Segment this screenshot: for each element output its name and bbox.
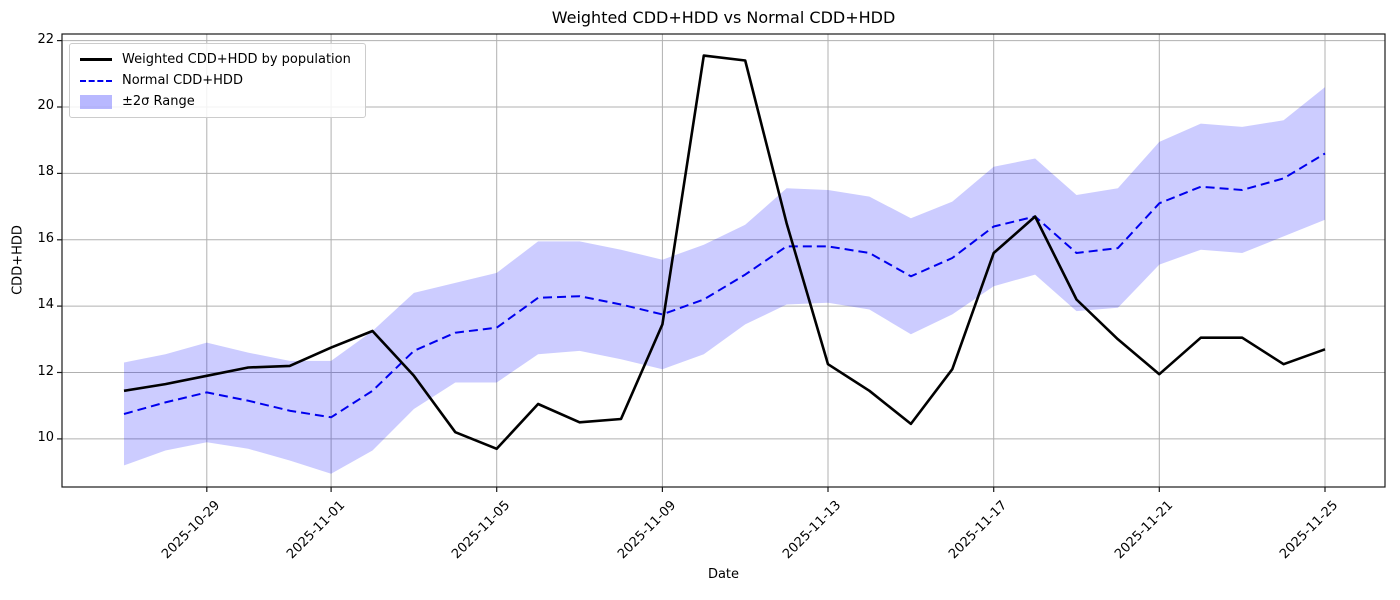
chart-title: Weighted CDD+HDD vs Normal CDD+HDD (551, 8, 896, 27)
legend-item-weighted: Weighted CDD+HDD by population (80, 52, 351, 67)
legend-label: ±2σ Range (122, 94, 195, 109)
normal-line (123, 152, 1326, 419)
legend-item-normal: Normal CDD+HDD (80, 73, 351, 88)
y-tick-label: 20 (37, 98, 54, 113)
y-tick-label: 14 (37, 297, 54, 313)
legend-label: Normal CDD+HDD (122, 73, 243, 88)
legend-label: Weighted CDD+HDD by population (122, 52, 351, 67)
y-tick-label: 22 (37, 31, 54, 47)
sigma-band (124, 87, 1325, 474)
axes-spines (61, 33, 1386, 488)
y-tick-label: 10 (37, 429, 54, 445)
x-axis-label: Date (707, 567, 740, 582)
y-tick-label: 18 (37, 164, 54, 180)
legend-item-band: ±2σ Range (80, 94, 351, 109)
solid-line-swatch-icon (80, 58, 112, 61)
band-swatch-icon (80, 94, 112, 109)
weighted-line (123, 54, 1326, 451)
y-tick-label: 12 (37, 363, 54, 379)
legend: Weighted CDD+HDD by population Normal CD… (69, 43, 366, 118)
y-tick-label: 16 (37, 230, 54, 246)
dashed-line-swatch-icon (80, 79, 112, 82)
